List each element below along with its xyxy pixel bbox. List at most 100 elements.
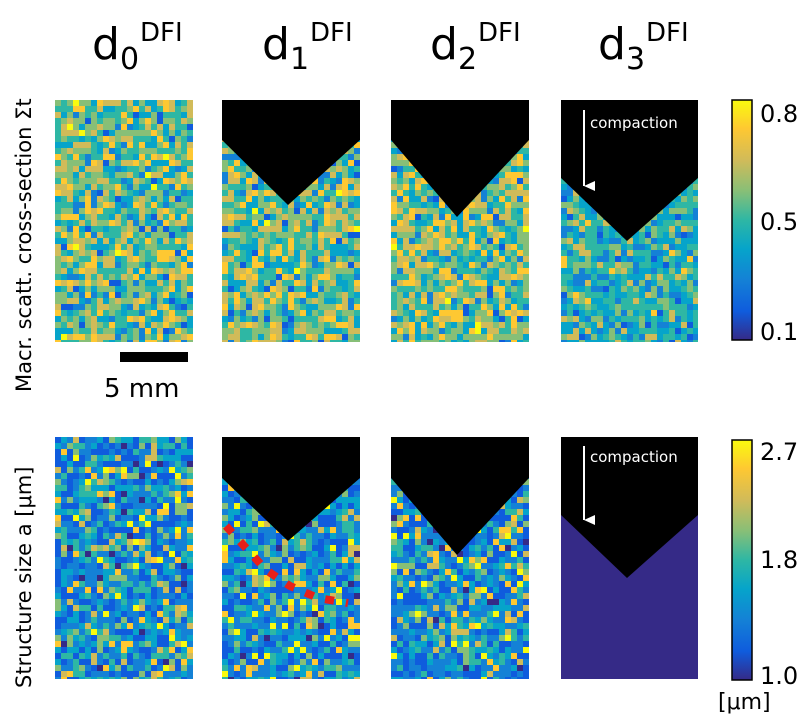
image-pixel	[663, 220, 669, 226]
image-pixel	[175, 148, 181, 154]
image-pixel	[391, 220, 397, 226]
image-pixel	[270, 220, 276, 226]
image-pixel	[561, 244, 567, 250]
image-pixel	[463, 328, 469, 334]
image-pixel	[511, 196, 517, 202]
image-pixel	[469, 208, 475, 214]
image-pixel	[475, 238, 481, 244]
image-pixel	[103, 298, 109, 304]
image-pixel	[91, 160, 97, 166]
image-pixel	[73, 202, 79, 208]
image-pixel	[145, 629, 151, 635]
image-pixel	[318, 298, 324, 304]
image-pixel	[151, 172, 157, 178]
image-pixel	[67, 250, 73, 256]
image-pixel	[163, 659, 169, 665]
image-pixel	[493, 286, 499, 292]
image-pixel	[481, 334, 487, 340]
image-pixel	[591, 226, 597, 232]
image-pixel	[342, 184, 348, 190]
image-pixel	[79, 659, 85, 665]
image-pixel	[61, 118, 67, 124]
image-pixel	[567, 226, 573, 232]
image-pixel	[391, 328, 397, 334]
image-pixel	[517, 304, 523, 310]
image-pixel	[234, 166, 240, 172]
image-pixel	[73, 238, 79, 244]
image-pixel	[481, 220, 487, 226]
image-pixel	[127, 647, 133, 653]
image-pixel	[312, 316, 318, 322]
image-pixel	[163, 316, 169, 322]
image-pixel	[609, 334, 615, 340]
image-pixel	[97, 118, 103, 124]
image-pixel	[391, 334, 397, 340]
image-pixel	[312, 196, 318, 202]
image-pixel	[499, 196, 505, 202]
image-pixel	[270, 250, 276, 256]
image-pixel	[73, 274, 79, 280]
image-pixel	[127, 509, 133, 515]
image-pixel	[55, 647, 61, 653]
image-pixel	[354, 238, 360, 244]
image-pixel	[222, 274, 228, 280]
image-pixel	[139, 671, 145, 677]
image-pixel	[127, 142, 133, 148]
image-pixel	[324, 268, 330, 274]
image-pixel	[591, 208, 597, 214]
image-pixel	[270, 286, 276, 292]
image-pixel	[157, 256, 163, 262]
image-pixel	[252, 202, 258, 208]
image-pixel	[61, 509, 67, 515]
image-pixel	[693, 340, 698, 342]
image-pixel	[127, 214, 133, 220]
image-pixel	[97, 322, 103, 328]
image-pixel	[348, 166, 354, 172]
image-pixel	[145, 539, 151, 545]
image-pixel	[109, 238, 115, 244]
image-pixel	[493, 304, 499, 310]
image-pixel	[139, 304, 145, 310]
image-pixel	[561, 202, 567, 208]
image-pixel	[103, 629, 109, 635]
image-pixel	[73, 443, 79, 449]
image-pixel	[415, 190, 421, 196]
image-pixel	[348, 262, 354, 268]
image-pixel	[663, 322, 669, 328]
image-pixel	[187, 677, 193, 679]
image-pixel	[427, 292, 433, 298]
image-pixel	[487, 244, 493, 250]
image-pixel	[73, 250, 79, 256]
image-pixel	[240, 268, 246, 274]
image-pixel	[55, 310, 61, 316]
image-pixel	[645, 232, 651, 238]
image-pixel	[222, 214, 228, 220]
image-pixel	[228, 256, 234, 262]
image-pixel	[511, 166, 517, 172]
image-pixel	[139, 641, 145, 647]
image-pixel	[139, 214, 145, 220]
image-pixel	[91, 533, 97, 539]
image-pixel	[567, 208, 573, 214]
image-pixel	[276, 262, 282, 268]
image-pixel	[103, 557, 109, 563]
image-pixel	[187, 641, 193, 647]
image-pixel	[627, 322, 633, 328]
image-pixel	[133, 232, 139, 238]
image-pixel	[91, 130, 97, 136]
image-pixel	[115, 202, 121, 208]
image-pixel	[294, 268, 300, 274]
image-pixel	[115, 647, 121, 653]
image-pixel	[73, 665, 79, 671]
image-pixel	[427, 286, 433, 292]
image-pixel	[115, 539, 121, 545]
image-pixel	[348, 244, 354, 250]
image-pixel	[115, 244, 121, 250]
image-pixel	[645, 322, 651, 328]
image-pixel	[330, 322, 336, 328]
image-pixel	[115, 256, 121, 262]
image-pixel	[91, 208, 97, 214]
image-pixel	[67, 467, 73, 473]
image-pixel	[627, 304, 633, 310]
image-pixel	[97, 497, 103, 503]
